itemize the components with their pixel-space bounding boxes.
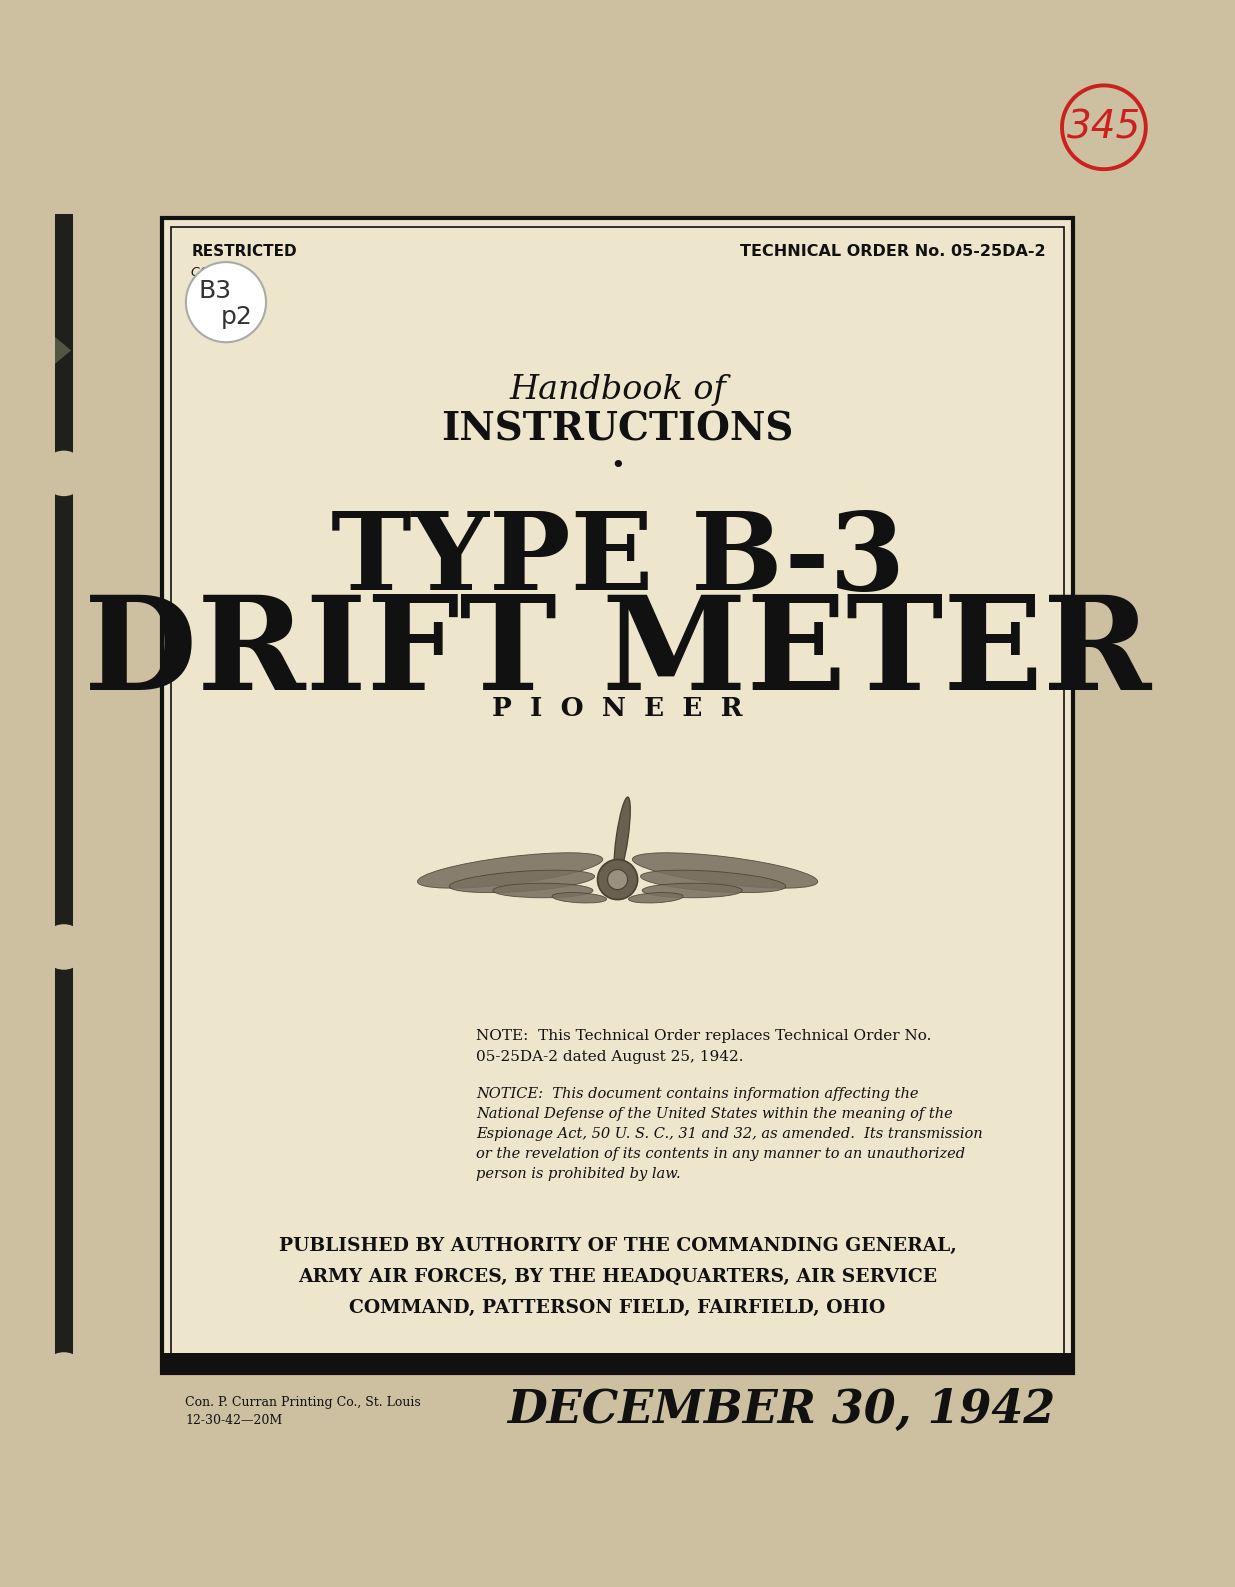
Text: •: • bbox=[610, 454, 625, 478]
Circle shape bbox=[41, 1352, 86, 1398]
Text: COMMAND, PATTERSON FIELD, FAIRFIELD, OHIO: COMMAND, PATTERSON FIELD, FAIRFIELD, OHI… bbox=[350, 1298, 885, 1317]
Bar bbox=[54, 214, 73, 1397]
Text: 12-30-42—20M: 12-30-42—20M bbox=[185, 1414, 283, 1427]
Ellipse shape bbox=[632, 852, 818, 889]
Circle shape bbox=[41, 451, 86, 497]
Polygon shape bbox=[54, 336, 72, 363]
Ellipse shape bbox=[641, 870, 785, 892]
Ellipse shape bbox=[450, 870, 594, 892]
Ellipse shape bbox=[493, 884, 593, 898]
Text: 345: 345 bbox=[1067, 108, 1141, 146]
Ellipse shape bbox=[629, 892, 683, 903]
Circle shape bbox=[186, 262, 266, 343]
Text: DECEMBER 30, 1942: DECEMBER 30, 1942 bbox=[506, 1387, 1055, 1433]
Circle shape bbox=[41, 924, 86, 970]
Bar bbox=[172, 227, 1063, 1365]
Text: TYPE B-3: TYPE B-3 bbox=[331, 506, 904, 613]
Ellipse shape bbox=[614, 797, 630, 878]
Ellipse shape bbox=[552, 892, 606, 903]
Ellipse shape bbox=[642, 884, 742, 898]
Ellipse shape bbox=[417, 852, 603, 889]
Text: NOTICE:  This document contains information affecting the
National Defense of th: NOTICE: This document contains informati… bbox=[477, 1087, 983, 1181]
Text: Con. P. Curran Printing Co., St. Louis: Con. P. Curran Printing Co., St. Louis bbox=[185, 1397, 421, 1409]
Text: DRIFT METER: DRIFT METER bbox=[84, 590, 1151, 717]
Circle shape bbox=[598, 860, 637, 900]
Text: NOTE:  This Technical Order replaces Technical Order No.
05-25DA-2 dated August : NOTE: This Technical Order replaces Tech… bbox=[477, 1028, 931, 1063]
Text: TECHNICAL ORDER No. 05-25DA-2: TECHNICAL ORDER No. 05-25DA-2 bbox=[740, 244, 1046, 259]
Text: INSTRUCTIONS: INSTRUCTIONS bbox=[441, 411, 794, 449]
Text: B3: B3 bbox=[199, 279, 232, 303]
Text: P  I  O  N  E  E  R: P I O N E E R bbox=[493, 695, 742, 720]
Text: Handbook of: Handbook of bbox=[509, 373, 726, 406]
Text: ARMY AIR FORCES, BY THE HEADQUARTERS, AIR SERVICE: ARMY AIR FORCES, BY THE HEADQUARTERS, AI… bbox=[298, 1268, 937, 1285]
Circle shape bbox=[608, 870, 627, 890]
Text: RESTRICTED: RESTRICTED bbox=[191, 244, 296, 259]
Text: p2: p2 bbox=[221, 305, 253, 329]
Text: COPY A: COPY A bbox=[191, 265, 237, 279]
Bar bbox=[162, 1354, 1073, 1373]
Text: PUBLISHED BY AUTHORITY OF THE COMMANDING GENERAL,: PUBLISHED BY AUTHORITY OF THE COMMANDING… bbox=[279, 1236, 957, 1255]
Bar bbox=[162, 219, 1073, 1373]
